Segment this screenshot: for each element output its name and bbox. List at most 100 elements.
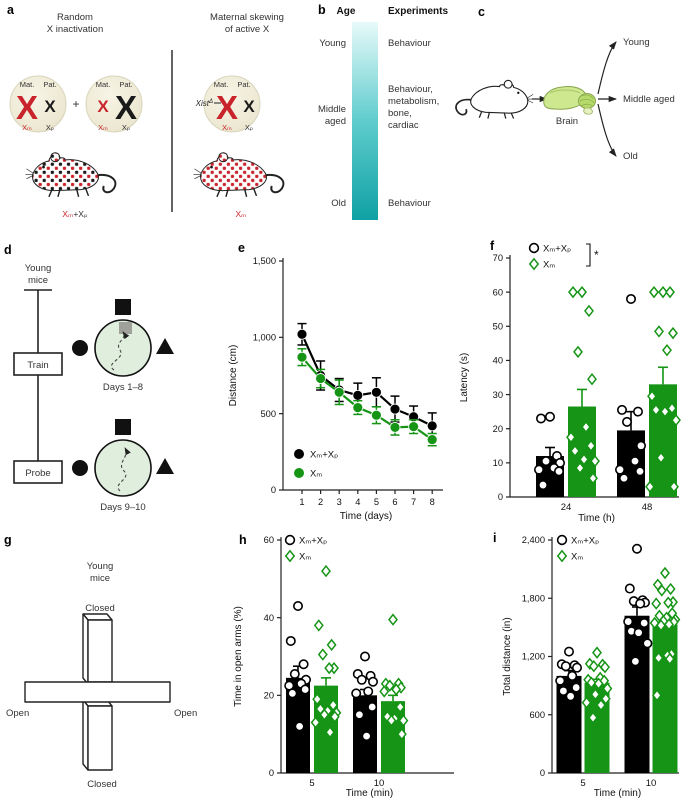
panel-i-label: i [493,531,497,545]
train-box [13,352,63,376]
circle-cue-icon [72,460,88,476]
circle-cue-icon [72,340,88,356]
age-young-label: Young [319,38,346,49]
svg-text:60: 60 [264,535,274,545]
panel-a-left-title: Random [57,12,93,23]
experiments-header: Experiments [388,6,448,17]
svg-text:Time (days): Time (days) [340,511,392,522]
active-maternal-x-chromosome: X [216,89,238,126]
svg-text:0: 0 [498,492,503,502]
xp-label: Xₚ [245,123,253,132]
f-chart-svg: 0 10 20 30 40 50 60 70 Latency (s) 24 48 Time (h) Xₘ… [459,242,681,524]
svg-text:0: 0 [540,768,545,778]
swim-path [111,331,130,371]
target-middle-aged-label: Middle aged [623,94,675,105]
bar-f-48-1 [649,384,677,497]
plus-sign: + [72,97,79,111]
svg-text:5: 5 [580,778,585,789]
train-label: Train [27,360,48,371]
triangle-cue-icon [156,338,174,354]
svg-text:3: 3 [337,497,342,507]
svg-text:5: 5 [374,497,379,507]
active-maternal-x-chromosome: X [16,89,38,126]
cell-random-2: Mat. Pat. X X Xₘ Xₚ [85,75,143,133]
brain-illustration [543,86,596,115]
subject-young-label: Young [87,561,114,572]
open-arms [24,681,171,703]
experiments-old: Behaviour [388,198,431,209]
mottled-mouse-illustration [24,151,117,198]
panel-g-svg: Young mice Closed Open Open Closed [6,561,197,790]
xm-label: Xₘ [22,123,32,132]
chart-e: 0 500 1,000 1,500 Distance (cm) 1 2 3 4 5 6 7 8 Time … [228,256,443,522]
probe-latency-chart: 0 10 20 30 40 50 60 70 Latency (s) 24 48 Time (h) Xₘ… [450,235,683,525]
xm-label: Xₘ [222,123,232,132]
swim-path [117,447,131,492]
brain-label: Brain [556,116,578,127]
e-chart-svg: 0 500 1,000 1,500 Distance (cm) 1 2 3 4 5 6 7 8 Time … [228,256,443,522]
svg-text:40: 40 [264,613,274,623]
svg-text:50: 50 [493,321,503,331]
panel-a-right-title: Maternal skewing [210,12,284,23]
xist-delta-label: XistΔ [195,99,213,108]
right-mouse-genotype-label: Xₘ [236,209,247,219]
svg-text:5: 5 [309,778,314,789]
svg-text:0: 0 [271,485,276,495]
subject-mice-label: mice [90,573,110,584]
water-maze-distance-chart: 0 500 1,000 1,500 Distance (cm) 1 2 3 4 5 6 7 8 Time … [215,235,455,525]
chart-i: 0 600 1,200 1,800 2,400 Total distance (in) 5 1… [502,534,681,799]
inactive-paternal-x-chromosome: X [44,97,56,116]
panel-g-label: g [4,533,12,547]
svg-text:2,400: 2,400 [522,535,545,545]
closed-arm-top-label: Closed [85,603,115,614]
panel-d-water-maze-diagram: Young mice Train Probe Days 1–8 Days 9–1… [0,235,215,525]
panel-f-label: f [490,239,495,253]
svg-text:10: 10 [374,778,385,789]
svg-text:Time (min): Time (min) [346,788,393,799]
svg-text:Xₘ: Xₘ [571,552,583,563]
svg-text:Xₘ+Xₚ: Xₘ+Xₚ [543,244,571,255]
svg-text:4: 4 [355,497,360,507]
subject-mice-label: mice [28,275,48,286]
xp-label: Xₚ [46,123,54,132]
age-old-label: Old [331,198,346,209]
svg-text:24: 24 [561,502,572,513]
total-distance-chart: 0 600 1,200 1,800 2,400 Total distance (in) 5 1… [452,525,683,800]
panel-h-label: h [239,533,247,547]
panel-b-label: b [318,3,326,17]
training-pool: Days 1–8 [72,299,174,393]
svg-text:6: 6 [392,497,397,507]
i-chart-svg: 0 600 1,200 1,800 2,400 Total distance (in) 5 1… [502,534,681,799]
svg-text:20: 20 [493,424,503,434]
arrow-to-young-icon [597,41,617,95]
svg-text:Distance (cm): Distance (cm) [228,345,239,407]
active-paternal-x-chromosome: X [115,89,137,126]
svg-text:7: 7 [411,497,416,507]
svg-text:1,500: 1,500 [253,256,276,266]
svg-text:2: 2 [318,497,323,507]
paternal-label: Pat. [43,80,56,89]
panel-a-label: a [7,3,14,17]
panel-d-svg: Young mice Train Probe Days 1–8 Days 9–1… [13,263,174,513]
svg-text:30: 30 [493,390,503,400]
svg-text:Xₘ: Xₘ [299,552,311,563]
maternal-label: Mat. [20,80,35,89]
target-old-label: Old [623,151,638,162]
panel-g-plus-maze-diagram: Young mice Closed Open Open Closed [0,525,230,800]
closed-arm-bottom [82,699,113,771]
svg-text:Latency (s): Latency (s) [459,353,470,402]
paternal-label: Pat. [119,80,132,89]
panel-a-svg: Random X inactivation Maternal skewing o… [9,12,285,219]
svg-text:500: 500 [260,409,276,419]
panel-d-label: d [4,243,12,257]
left-mouse-genotype-label: Xₘ+Xₚ [62,209,88,219]
svg-text:70: 70 [493,253,503,263]
age-middle-label: Middle [318,104,346,115]
chart-f: 0 10 20 30 40 50 60 70 Latency (s) 24 48 Time (h) Xₘ… [459,242,681,524]
outline-mouse-illustration [455,79,535,120]
svg-text:8: 8 [430,497,435,507]
svg-text:40: 40 [493,356,503,366]
age-header: Age [337,6,356,17]
